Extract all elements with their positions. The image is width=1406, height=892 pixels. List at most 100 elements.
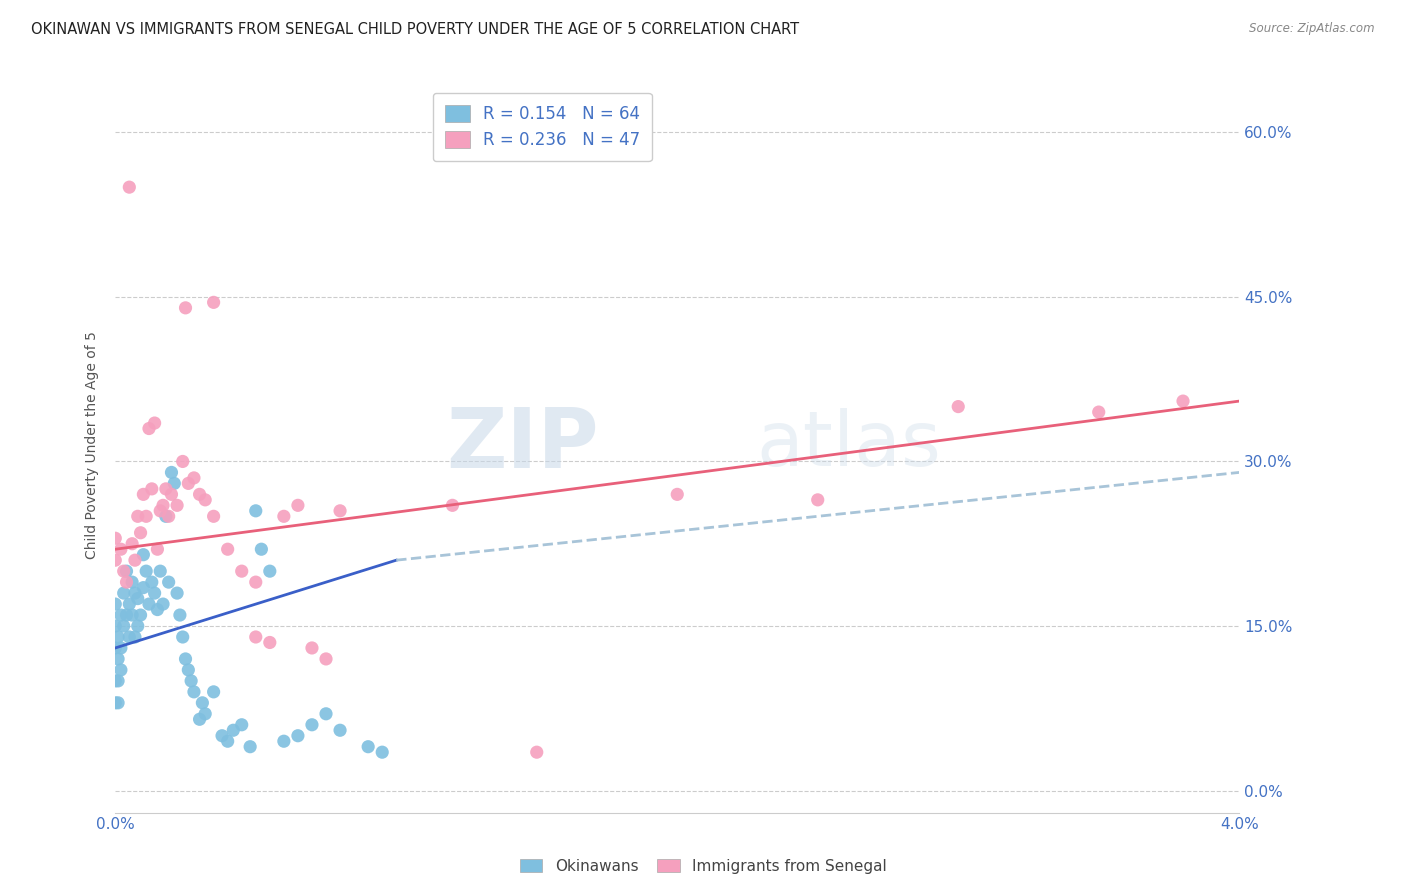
Point [127, 591, 149, 606]
Point [273, 509, 295, 524]
Point [163, 476, 186, 491]
Point [183, 685, 205, 699]
Point [1171, 394, 1194, 409]
Point [146, 542, 169, 557]
Legend: Okinawans, Immigrants from Senegal: Okinawans, Immigrants from Senegal [513, 853, 893, 880]
Point [121, 537, 143, 551]
Point [138, 421, 160, 435]
Point [287, 499, 309, 513]
Point [245, 575, 267, 590]
Point [138, 597, 160, 611]
Point [127, 619, 149, 633]
Point [141, 575, 163, 590]
Point [152, 597, 174, 611]
Point [110, 663, 132, 677]
Point [371, 745, 394, 759]
Point [172, 454, 194, 468]
Point [217, 542, 239, 557]
Point [118, 180, 141, 194]
Point [180, 673, 202, 688]
Point [357, 739, 380, 754]
Point [107, 696, 129, 710]
Point [245, 630, 267, 644]
Point [245, 504, 267, 518]
Point [202, 295, 225, 310]
Point [329, 723, 352, 738]
Point [441, 499, 464, 513]
Point [211, 729, 233, 743]
Point [807, 492, 830, 507]
Point [104, 673, 127, 688]
Y-axis label: Child Poverty Under the Age of 5: Child Poverty Under the Age of 5 [86, 331, 100, 559]
Legend: R = 0.154   N = 64, R = 0.236   N = 47: R = 0.154 N = 64, R = 0.236 N = 47 [433, 93, 652, 161]
Point [132, 487, 155, 501]
Point [121, 608, 143, 623]
Point [104, 640, 127, 655]
Point [157, 509, 180, 524]
Point [129, 608, 152, 623]
Point [118, 597, 141, 611]
Point [155, 509, 177, 524]
Point [143, 586, 166, 600]
Point [666, 487, 689, 501]
Point [112, 586, 135, 600]
Point [231, 718, 253, 732]
Point [315, 706, 337, 721]
Point [115, 575, 138, 590]
Point [149, 504, 172, 518]
Point [127, 509, 149, 524]
Point [172, 630, 194, 644]
Point [188, 487, 211, 501]
Point [149, 564, 172, 578]
Point [329, 504, 352, 518]
Point [239, 739, 262, 754]
Point [160, 487, 183, 501]
Point [222, 723, 245, 738]
Text: ZIP: ZIP [446, 404, 599, 485]
Point [259, 635, 281, 649]
Point [132, 581, 155, 595]
Point [287, 729, 309, 743]
Point [177, 663, 200, 677]
Point [152, 499, 174, 513]
Point [121, 575, 143, 590]
Point [112, 619, 135, 633]
Point [107, 630, 129, 644]
Point [250, 542, 273, 557]
Point [301, 640, 323, 655]
Point [104, 531, 127, 545]
Point [143, 416, 166, 430]
Point [169, 608, 191, 623]
Text: atlas: atlas [756, 408, 941, 482]
Point [194, 706, 217, 721]
Point [259, 564, 281, 578]
Point [110, 542, 132, 557]
Point [146, 602, 169, 616]
Point [110, 608, 132, 623]
Text: OKINAWAN VS IMMIGRANTS FROM SENEGAL CHILD POVERTY UNDER THE AGE OF 5 CORRELATION: OKINAWAN VS IMMIGRANTS FROM SENEGAL CHIL… [31, 22, 799, 37]
Point [104, 597, 127, 611]
Point [174, 652, 197, 666]
Point [166, 499, 188, 513]
Point [183, 471, 205, 485]
Point [115, 564, 138, 578]
Point [231, 564, 253, 578]
Point [301, 718, 323, 732]
Point [188, 712, 211, 726]
Point [202, 685, 225, 699]
Point [948, 400, 970, 414]
Point [124, 586, 146, 600]
Point [155, 482, 177, 496]
Point [194, 492, 217, 507]
Point [135, 564, 157, 578]
Point [107, 673, 129, 688]
Point [174, 301, 197, 315]
Point [1087, 405, 1109, 419]
Point [315, 652, 337, 666]
Point [157, 575, 180, 590]
Point [107, 652, 129, 666]
Point [129, 525, 152, 540]
Point [160, 466, 183, 480]
Point [132, 548, 155, 562]
Point [112, 564, 135, 578]
